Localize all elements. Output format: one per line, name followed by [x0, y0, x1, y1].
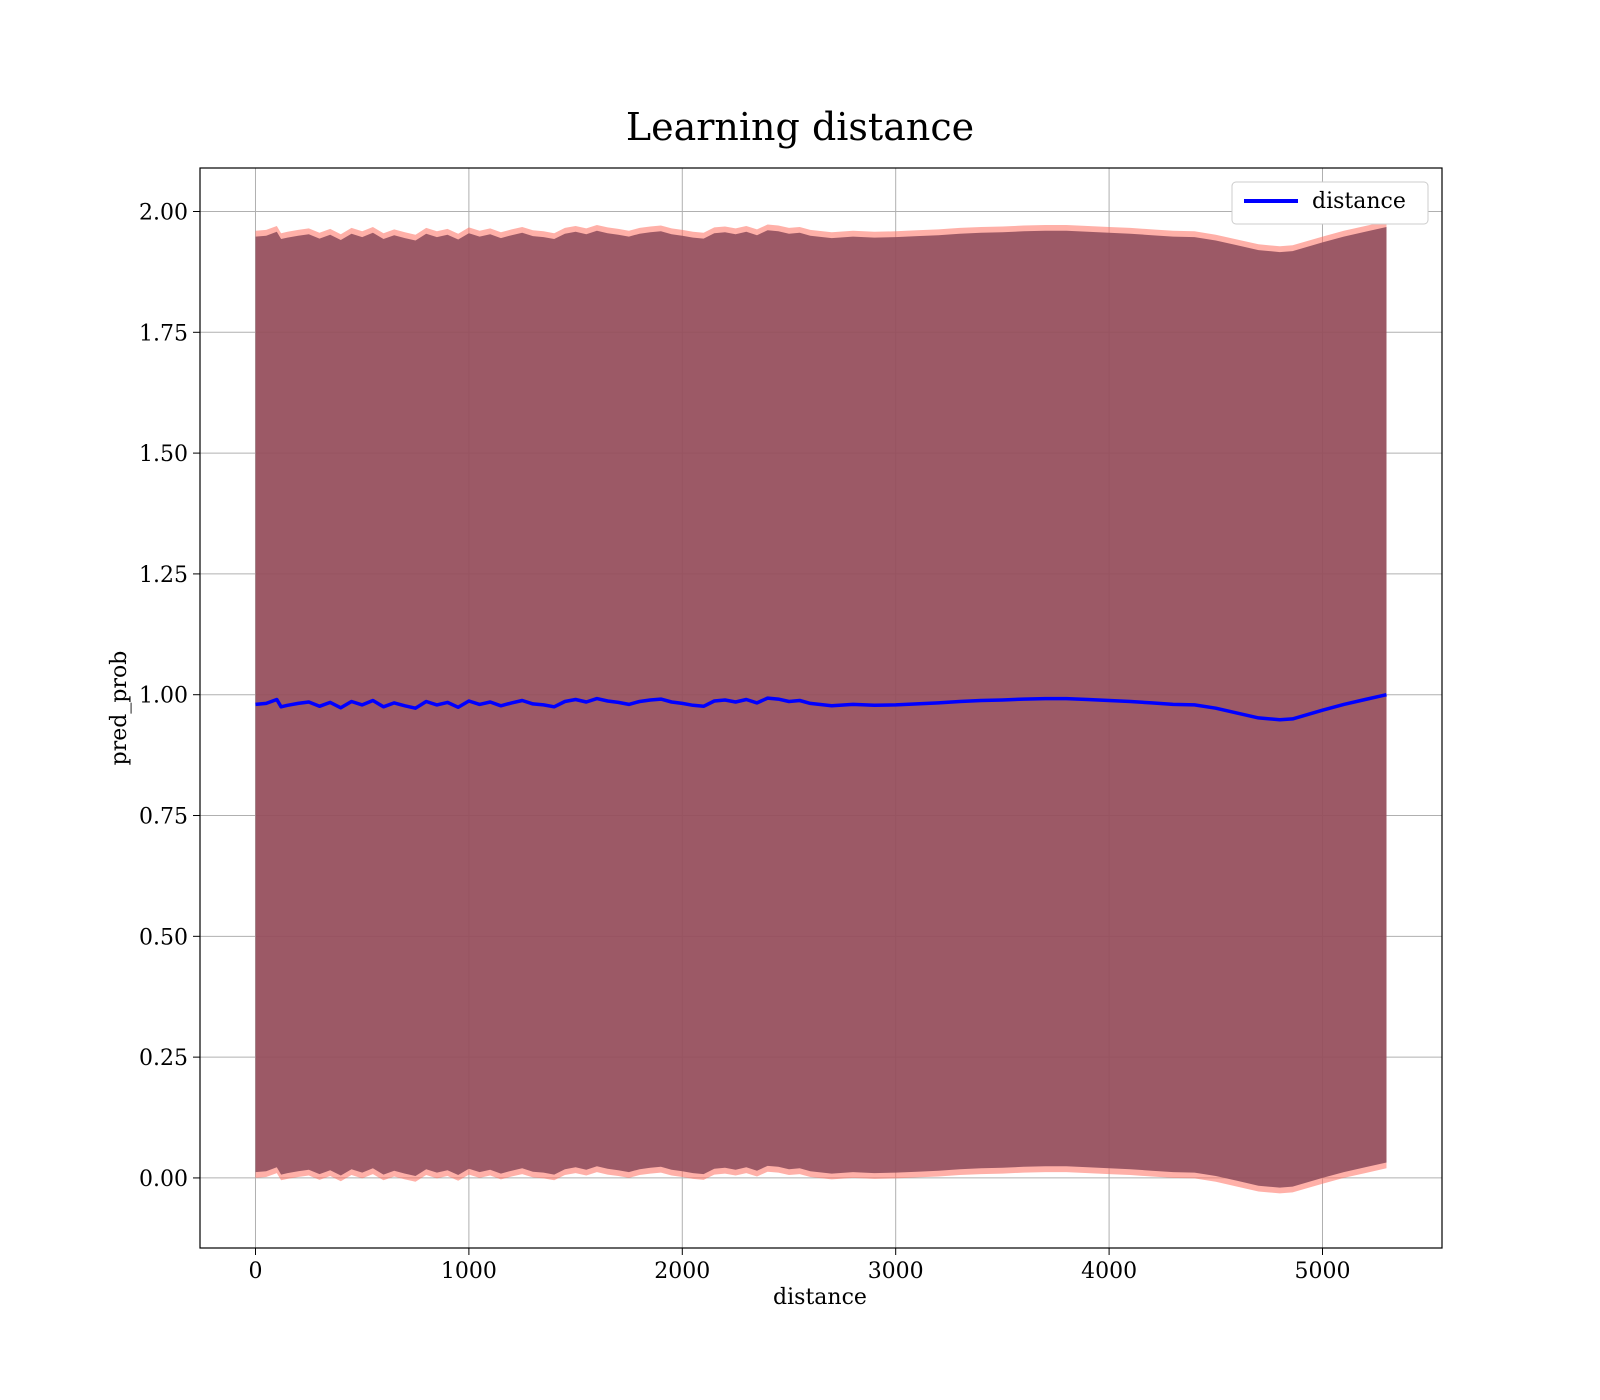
series-lines	[255, 692, 1387, 722]
y-tick-label: 0.25	[139, 1046, 188, 1071]
inner-band	[255, 227, 1387, 1188]
y-tick-label: 0.50	[139, 925, 188, 950]
y-tick-label: 0.00	[139, 1167, 188, 1192]
y-tick-label: 2.00	[139, 200, 188, 225]
y-tick-label: 1.00	[139, 684, 188, 709]
x-tick-label: 2000	[654, 1259, 710, 1284]
y-tick-label: 0.75	[139, 805, 188, 830]
chart-title: Learning distance	[626, 105, 974, 149]
plot-frame	[199, 167, 1443, 1249]
x-axis-label: distance	[773, 1285, 867, 1310]
y-axis-label: pred_prob	[107, 651, 132, 766]
legend: distance	[1231, 181, 1429, 225]
y-tick-label: 1.50	[139, 442, 188, 467]
x-axis-ticks: 0 1000 2000 3000 4000 5000	[248, 1248, 1350, 1284]
legend-box	[1231, 181, 1429, 225]
y-tick-label: 1.25	[139, 563, 188, 588]
x-tick-label: 5000	[1294, 1259, 1350, 1284]
y-tick-label: 1.75	[139, 321, 188, 346]
y-axis-ticks: 0.00 0.25 0.50 0.75 1.00 1.25 1.50 1.75 2.00	[139, 200, 200, 1192]
x-tick-label: 1000	[441, 1259, 497, 1284]
x-tick-label: 0	[248, 1259, 262, 1284]
confidence-band	[255, 221, 1387, 1194]
x-tick-label: 3000	[868, 1259, 924, 1284]
x-tick-label: 4000	[1081, 1259, 1137, 1284]
legend-entry-distance: distance	[1312, 189, 1406, 214]
